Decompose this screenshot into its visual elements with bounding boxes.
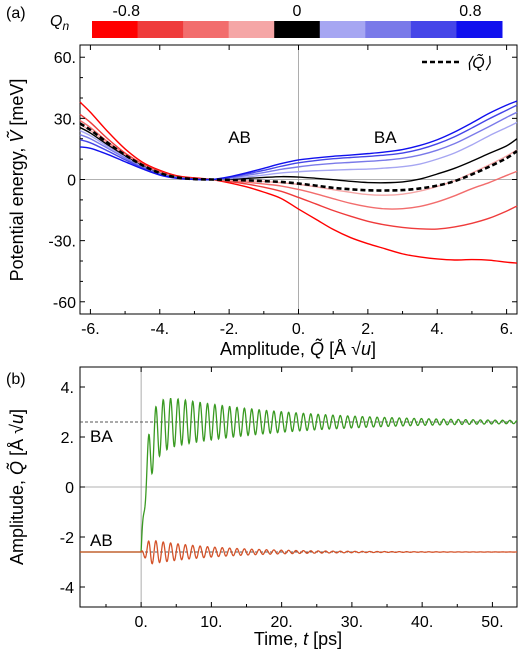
potential-curve-qm0p6 [79, 113, 518, 230]
x-tick-label: -2. [220, 321, 239, 338]
panel-b-ticks: 0. 10. 20. 30. 40. 50. -4 -2 0 2. 4. [60, 367, 517, 631]
y-tick-label: 2. [61, 430, 74, 447]
colorbar-tick-label: 0.8 [459, 3, 481, 20]
x-tick-label: -4. [150, 321, 169, 338]
panel-b-series [80, 397, 518, 565]
y-tick-label: -60 [53, 295, 76, 312]
colorbar-tick-label: -0.8 [113, 3, 141, 20]
x-tick-label: 0. [134, 614, 147, 631]
panel-b-ylabel: Amplitude, Q̃ [Å √u] [6, 409, 27, 565]
y-tick-label: 30. [54, 111, 76, 128]
colorbar-tick-labels: -0.8 0 0.8 [113, 3, 482, 20]
y-tick-label: -30. [48, 234, 76, 251]
colorbar-swatch [319, 21, 366, 38]
potential-curve-qm0p8 [79, 101, 518, 264]
y-tick-label: -2 [60, 530, 74, 547]
panel-a: -6. -4. -2. 0. 2. 4. 6. -60 -30. 0 30. 60. AB BA ⟨Q̃… [6, 44, 518, 359]
x-tick-label: 0. [292, 321, 305, 338]
panel-a-series [79, 100, 518, 264]
y-tick-label: 60. [54, 50, 76, 67]
x-tick-label: 2. [361, 321, 374, 338]
colorbar-swatch [365, 21, 412, 38]
colorbar-swatch [410, 21, 457, 38]
colorbar-swatch [228, 21, 275, 38]
colorbar-swatch [92, 21, 139, 38]
panel-a-legend: ⟨Q̃⟩ [422, 52, 492, 72]
potential-curve-q0p8 [79, 100, 518, 181]
x-tick-label: 50. [481, 614, 503, 631]
panel-b-xlabel: Time, t [ps] [254, 629, 342, 649]
trajectory-ab-to-ab [80, 539, 517, 565]
colorbar-swatch [137, 21, 184, 38]
reference-label-ba: BA [90, 427, 113, 446]
colorbar-swatch [183, 21, 230, 38]
trajectory-ab-to-ba [80, 397, 518, 553]
potential-curve-q0p6 [79, 104, 518, 181]
x-tick-label: 40. [411, 614, 433, 631]
x-tick-label: 20. [271, 614, 293, 631]
x-tick-label: 4. [431, 321, 444, 338]
y-tick-label: -4 [60, 580, 74, 597]
panel-a-reference-lines [80, 45, 517, 314]
colorbar-tick-label: 0 [293, 3, 302, 20]
reference-label-ab: AB [90, 531, 113, 550]
panel-a-label: (a) [6, 5, 26, 22]
region-label: AB [228, 128, 251, 147]
panel-b-label: (b) [6, 371, 26, 388]
panel-b-reference-lines [80, 367, 517, 607]
y-tick-label: 0 [65, 480, 74, 497]
mean-potential-line [79, 122, 518, 192]
panel-a-xlabel: Amplitude, Q̃ [Å √u] [220, 338, 376, 359]
panel-b: 0. 10. 20. 30. 40. 50. -4 -2 0 2. 4. BA AB Time, t … [6, 366, 518, 649]
panel-a-ticks: -6. -4. -2. 0. 2. 4. 6. -60 -30. 0 30. 60. [48, 45, 517, 338]
colorbar-label: Qn [50, 13, 69, 33]
y-tick-label: 0 [67, 173, 76, 190]
x-tick-label: -6. [81, 321, 100, 338]
colorbar-swatch [274, 21, 321, 38]
x-tick-label: 6. [500, 321, 513, 338]
y-tick-label: 4. [61, 380, 74, 397]
panel-b-reference-labels: BA AB [90, 427, 113, 550]
panel-a-region-labels: AB BA [228, 128, 397, 147]
region-label: BA [374, 128, 397, 147]
legend-label: ⟨Q̃⟩ [466, 52, 492, 72]
colorbar-swatch [456, 21, 503, 38]
x-tick-label: 30. [341, 614, 363, 631]
x-tick-label: 10. [200, 614, 222, 631]
panel-a-ylabel: Potential energy, Ṽ [meV] [6, 79, 27, 282]
colorbar [92, 21, 503, 38]
